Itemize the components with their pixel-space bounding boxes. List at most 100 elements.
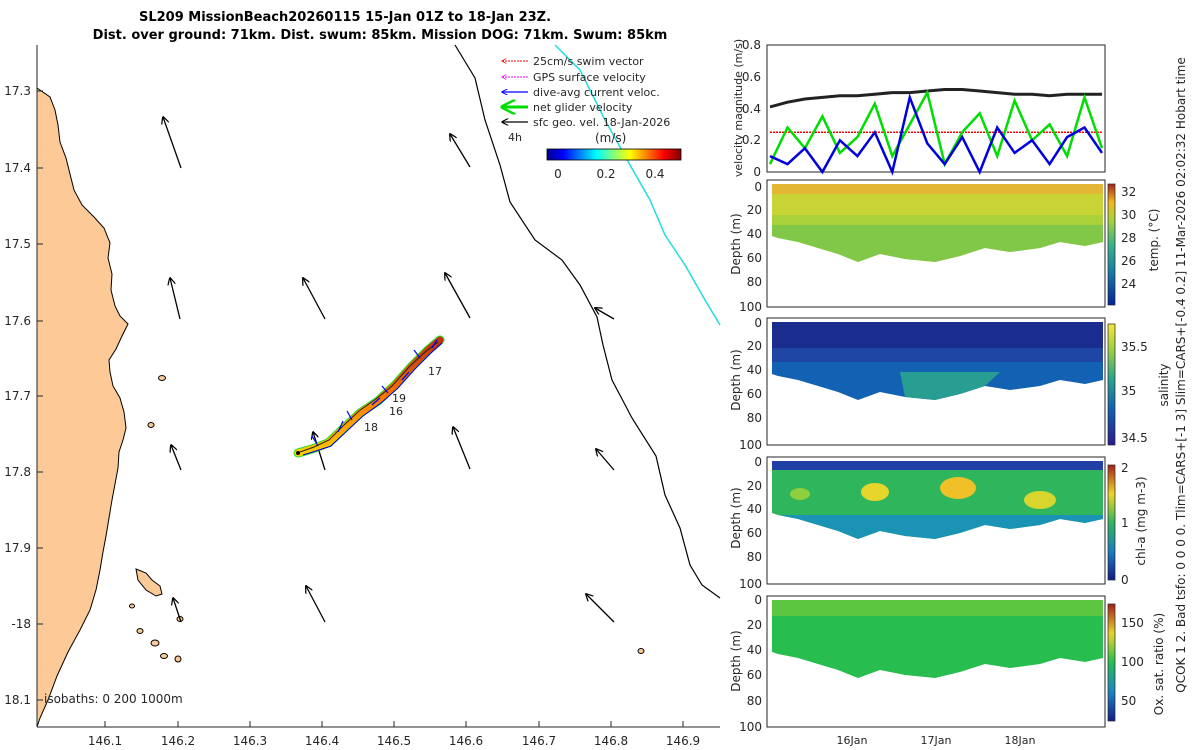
y-tick-label: 0.8 xyxy=(742,38,761,52)
glider-track xyxy=(293,335,445,458)
y-tick-label: 60 xyxy=(747,251,762,265)
chla-patch xyxy=(861,483,889,501)
velocity-series xyxy=(768,88,1104,176)
y-axis-label: Depth (m) xyxy=(729,630,743,691)
y-tick-label: 20 xyxy=(747,339,762,353)
island xyxy=(135,568,163,597)
y-tick-label: 60 xyxy=(747,668,762,682)
cbar-tick: 100 xyxy=(1121,655,1144,669)
x-tick-label: 146.1 xyxy=(88,734,122,748)
sfc-vector xyxy=(445,273,471,319)
sfc-velocity-vectors xyxy=(163,117,615,623)
x-tick-label: 146.9 xyxy=(666,734,700,748)
chla-section: 2 1 0 chl-a (mg m-3) Depth (m) 0 20 40 6… xyxy=(729,455,1148,591)
sfc-vector xyxy=(171,445,182,471)
track-start-marker xyxy=(296,451,300,455)
series-line-dive xyxy=(769,93,1104,176)
legend-time-note: 4h xyxy=(508,131,522,144)
track-label: 18 xyxy=(364,421,378,434)
cbar-tick: 35 xyxy=(1121,384,1136,398)
y-axis-label: Depth (m) xyxy=(729,349,743,410)
chla-patch xyxy=(790,488,810,500)
island xyxy=(147,422,155,428)
cbar-tick: 2 xyxy=(1121,461,1129,475)
y-axis-label: Depth (m) xyxy=(729,213,743,274)
oxygen-field xyxy=(772,600,1103,678)
sfc-vector xyxy=(453,427,471,470)
y-tick-label: 80 xyxy=(747,550,762,564)
map-ticks xyxy=(37,90,684,727)
island xyxy=(637,648,645,654)
velocity-panel: 0 0.2 0.4 0.6 0.8 velocity magnitude (m/… xyxy=(732,38,1106,179)
y-tick-label: 0 xyxy=(754,316,762,330)
sfc-vector xyxy=(173,598,182,623)
title-line-1: SL209 MissionBeach20260115 15-Jan 01Z to… xyxy=(139,10,551,25)
temperature-colorbar xyxy=(1107,183,1116,306)
y-tick-label: 60 xyxy=(747,526,762,540)
isobath-200m xyxy=(454,44,721,599)
cbar-tick: 26 xyxy=(1121,254,1136,268)
y-tick-label: 17.3 xyxy=(4,84,31,98)
sfc-vector xyxy=(303,278,326,320)
title-line-2: Dist. over ground: 71km. Dist. swum: 85k… xyxy=(93,28,668,43)
y-tick-label: 40 xyxy=(747,227,762,241)
map-colorbar xyxy=(546,148,682,161)
colorbar-tick: 0 xyxy=(554,167,562,181)
cyan-boundary xyxy=(554,44,721,326)
y-tick-label: 17.6 xyxy=(4,314,31,328)
x-tick-label: 146.6 xyxy=(449,734,483,748)
chla-patch xyxy=(1024,491,1056,509)
temperature-deep-layer xyxy=(772,225,1103,262)
x-tick-label: 146.4 xyxy=(305,734,339,748)
y-tick-label: 0 xyxy=(754,455,762,469)
sfc-vector xyxy=(595,308,615,320)
map-x-ticks: 146.1 146.2 146.3 146.4 146.5 146.6 146.… xyxy=(88,734,700,748)
cbar-label: Ox. sat. ratio (%) xyxy=(1152,613,1166,715)
series-line-net xyxy=(768,89,1104,168)
cbar-tick: 50 xyxy=(1121,694,1136,708)
cbar-label: temp. (°C) xyxy=(1147,209,1161,272)
oxygen-colorbar xyxy=(1107,603,1116,722)
y-tick-label: 60 xyxy=(747,387,762,401)
y-tick-label: 80 xyxy=(747,275,762,289)
cbar-label: chl-a (mg m-3) xyxy=(1134,476,1148,565)
cbar-tick: 30 xyxy=(1121,208,1136,222)
map-panel: 17 19 16 18 25cm/s swim vector GPS surfa… xyxy=(4,44,721,748)
y-axis-label: Depth (m) xyxy=(729,487,743,548)
colorbar-tick: 0.4 xyxy=(645,167,664,181)
track-center xyxy=(299,341,439,453)
y-tick-label: 40 xyxy=(747,502,762,516)
sfc-vector xyxy=(163,117,182,169)
y-tick-label: 0 xyxy=(754,593,762,607)
chla-deep-layer xyxy=(772,515,1103,539)
temperature-section: 32 30 28 26 24 temp. (°C) Depth (m) 0 20… xyxy=(729,179,1161,314)
map-y-ticks: 17.3 17.4 17.5 17.6 17.7 17.8 17.9 -18 1… xyxy=(4,84,31,707)
salinity-colorbar xyxy=(1107,323,1116,446)
sfc-vector xyxy=(170,278,181,320)
y-tick-label: 20 xyxy=(747,618,762,632)
y-axis-label: velocity magnitude (m/s) xyxy=(732,39,745,177)
x-tick-label: 146.5 xyxy=(377,734,411,748)
y-tick-label: 100 xyxy=(739,577,762,591)
track-label: 17 xyxy=(428,365,442,378)
y-tick-label: 100 xyxy=(739,720,762,734)
y-tick-label: 100 xyxy=(739,300,762,314)
y-tick-label: 17.8 xyxy=(4,465,31,479)
cbar-tick: 32 xyxy=(1121,185,1136,199)
chla-surface-layer xyxy=(772,461,1103,470)
track-label: 19 xyxy=(392,392,406,405)
y-tick-label: 0.6 xyxy=(742,70,761,84)
cbar-tick: 1 xyxy=(1121,516,1129,530)
island xyxy=(150,639,160,647)
oxygen-surface-layer xyxy=(772,600,1103,616)
y-tick-label: 20 xyxy=(747,479,762,493)
track-label: 16 xyxy=(389,405,403,418)
legend-label: GPS surface velocity xyxy=(533,71,646,84)
island xyxy=(158,375,166,381)
cbar-tick: 28 xyxy=(1121,231,1136,245)
oxygen-section: 150 100 50 Ox. sat. ratio (%) Depth (m) … xyxy=(729,593,1166,747)
y-tick-label: 100 xyxy=(739,438,762,452)
island xyxy=(136,628,144,634)
y-tick-label: 17.9 xyxy=(4,541,31,555)
legend-label: sfc geo. vel. 18-Jan-2026 xyxy=(533,116,670,129)
